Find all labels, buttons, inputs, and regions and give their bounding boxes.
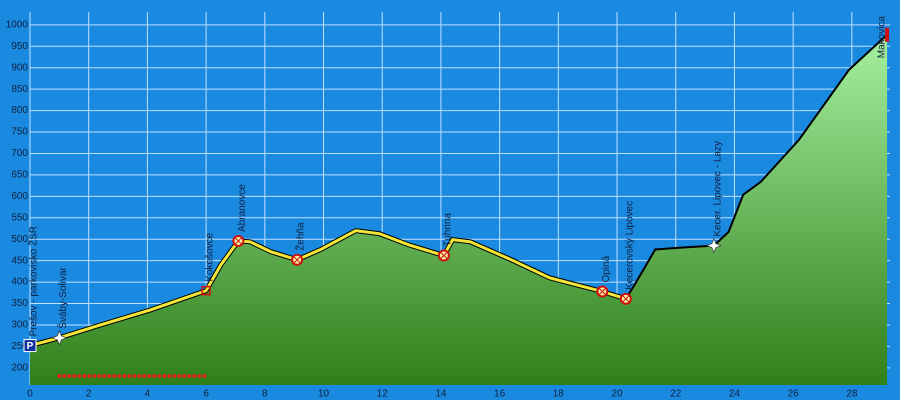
x-tick-label: 28 — [846, 389, 858, 400]
x-tick-label: 14 — [435, 389, 447, 400]
x-tick-label: 8 — [262, 389, 268, 400]
dotted-segment — [62, 374, 67, 378]
dotted-segment — [152, 374, 157, 378]
waypoint-label: Kecerovský Lipovec — [624, 201, 635, 290]
waypoint-label: Kokošovce — [205, 232, 216, 281]
dotted-segment — [147, 374, 152, 378]
y-tick-label: 850 — [11, 84, 28, 95]
waypoint-marker — [885, 27, 890, 42]
track-highlight — [29, 229, 627, 348]
x-tick-label: 20 — [611, 389, 623, 400]
dotted-segment — [127, 374, 132, 378]
dotted-segment — [57, 374, 62, 378]
waypoint-cross — [599, 288, 606, 295]
y-tick-label: 550 — [11, 212, 28, 223]
y-tick-label: 500 — [11, 234, 28, 245]
waypoint-marker — [51, 329, 68, 346]
waypoint-label: Šváby-Solivar — [56, 266, 69, 328]
elevation-area — [30, 34, 888, 385]
x-tick-label: 0 — [27, 389, 33, 400]
y-tick-label: 250 — [11, 341, 28, 352]
dotted-segment — [112, 374, 117, 378]
x-tick-label: 12 — [377, 389, 389, 400]
waypoint-cross — [622, 295, 630, 303]
x-tick-label: 18 — [553, 389, 565, 400]
dotted-segment — [177, 374, 182, 378]
dotted-segment — [137, 374, 142, 378]
dotted-segment — [142, 374, 147, 378]
dotted-segment — [132, 374, 137, 378]
x-tick-label: 2 — [86, 389, 92, 400]
y-tick-label: 1000 — [6, 20, 29, 31]
waypoint-marker — [201, 285, 211, 296]
x-tick-label: 6 — [203, 389, 209, 400]
y-tick-label: 350 — [11, 298, 28, 309]
dotted-segment — [172, 374, 177, 378]
y-tick-label: 700 — [11, 148, 28, 159]
y-tick-label: 450 — [11, 255, 28, 266]
waypoint-marker — [705, 237, 722, 254]
waypoint-marker — [23, 339, 37, 353]
waypoint-label: Abranovce — [237, 184, 248, 232]
dotted-segment — [87, 374, 92, 378]
dotted-segment — [122, 374, 127, 378]
y-tick-label: 900 — [11, 62, 28, 73]
waypoint-cross — [235, 237, 242, 245]
dotted-segment — [187, 374, 192, 378]
dotted-segment — [162, 374, 167, 378]
dotted-segment — [97, 374, 102, 378]
x-tick-label: 22 — [670, 389, 682, 400]
dotted-segment — [102, 374, 107, 378]
dotted-segment — [77, 374, 82, 378]
waypoint-label: Kecer. Lipovec - Lazy — [713, 141, 724, 237]
y-tick-label: 750 — [11, 127, 28, 138]
x-tick-label: 26 — [788, 389, 800, 400]
waypoint-label: Prešov - parkovisko ŽSR — [27, 226, 40, 337]
y-tick-label: 800 — [11, 105, 28, 116]
x-tick-label: 16 — [494, 389, 506, 400]
waypoint-cross — [293, 256, 301, 264]
waypoint-cross — [440, 252, 448, 259]
y-tick-label: 200 — [11, 362, 28, 373]
dotted-segment — [117, 374, 122, 378]
dotted-segment — [197, 374, 202, 378]
x-tick-label: 4 — [145, 389, 151, 400]
x-tick-label: 10 — [318, 389, 330, 400]
dotted-segment — [192, 374, 197, 378]
dotted-segment — [182, 374, 187, 378]
dotted-segment — [202, 374, 207, 378]
parking-icon: P — [27, 341, 34, 352]
dotted-segment — [157, 374, 162, 378]
x-tick-label: 24 — [729, 389, 741, 400]
y-tick-label: 650 — [11, 170, 28, 181]
dotted-segment — [92, 374, 97, 378]
dotted-segment — [167, 374, 172, 378]
y-tick-label: 950 — [11, 41, 28, 52]
waypoint-label: Opiná — [601, 255, 612, 282]
y-tick-label: 300 — [11, 320, 28, 331]
waypoint-label: Žehňa — [294, 222, 307, 251]
waypoint-label: Makovica — [877, 16, 888, 59]
y-tick-label: 400 — [11, 277, 28, 288]
dotted-segment — [107, 374, 112, 378]
dotted-segment — [72, 374, 77, 378]
waypoint-label: Tuhrina — [442, 213, 453, 247]
y-tick-label: 600 — [11, 191, 28, 202]
dotted-segment — [67, 374, 72, 378]
dotted-segment — [82, 374, 87, 378]
